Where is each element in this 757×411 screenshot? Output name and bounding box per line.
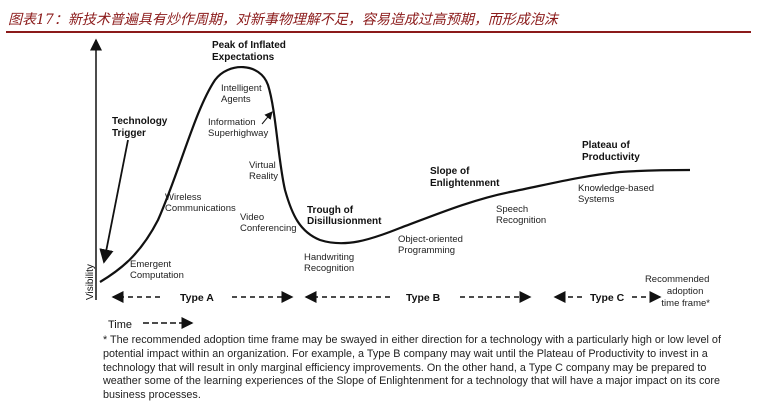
phase-trough: Trough of Disillusionment [307,205,382,227]
footnote: * The recommended adoption time frame ma… [103,334,721,402]
tech-wireless-communications: Wireless Communications [165,192,236,214]
phase-slope: Slope of Enlightenment [430,166,500,189]
title-divider [6,31,751,33]
tech-knowledge-based-systems: Knowledge-based Systems [578,183,654,205]
recommended-timeframe-label: Recommended adoption time frame* [645,274,712,309]
type-c-label: Type C [590,292,625,304]
type-a-label: Type A [180,292,214,304]
phase-peak: Peak of Inflated Expectations [212,40,286,63]
tech-intelligent-agents: Intelligent Agents [221,83,262,105]
figure-title: 图表17：新技术普遍具有炒作周期，对新事物理解不足，容易造成过高预期，而形成泡沫 [8,12,558,28]
hype-curve [99,66,691,283]
phase-technology-trigger: Technology Trigger [112,116,168,139]
tech-speech-recognition: Speech Recognition [496,204,546,226]
type-b-label: Type B [406,292,441,304]
tech-video-conferencing: Video Conferencing [240,212,297,234]
phase-plateau: Plateau of Productivity [582,140,640,163]
y-axis-label: Visibility [85,264,96,300]
tech-emergent-computation: Emergent Computation [130,259,184,281]
x-axis-label: Time [108,319,132,331]
tech-information-superhighway: Information Superhighway [208,117,268,139]
tech-virtual-reality: Virtual Reality [249,160,278,182]
superhighway-arrow [261,111,273,125]
tech-object-oriented-programming: Object-oriented Programming [398,234,463,256]
tech-handwriting-recognition: Handwriting Recognition [304,252,354,274]
trigger-arrow [99,139,129,264]
